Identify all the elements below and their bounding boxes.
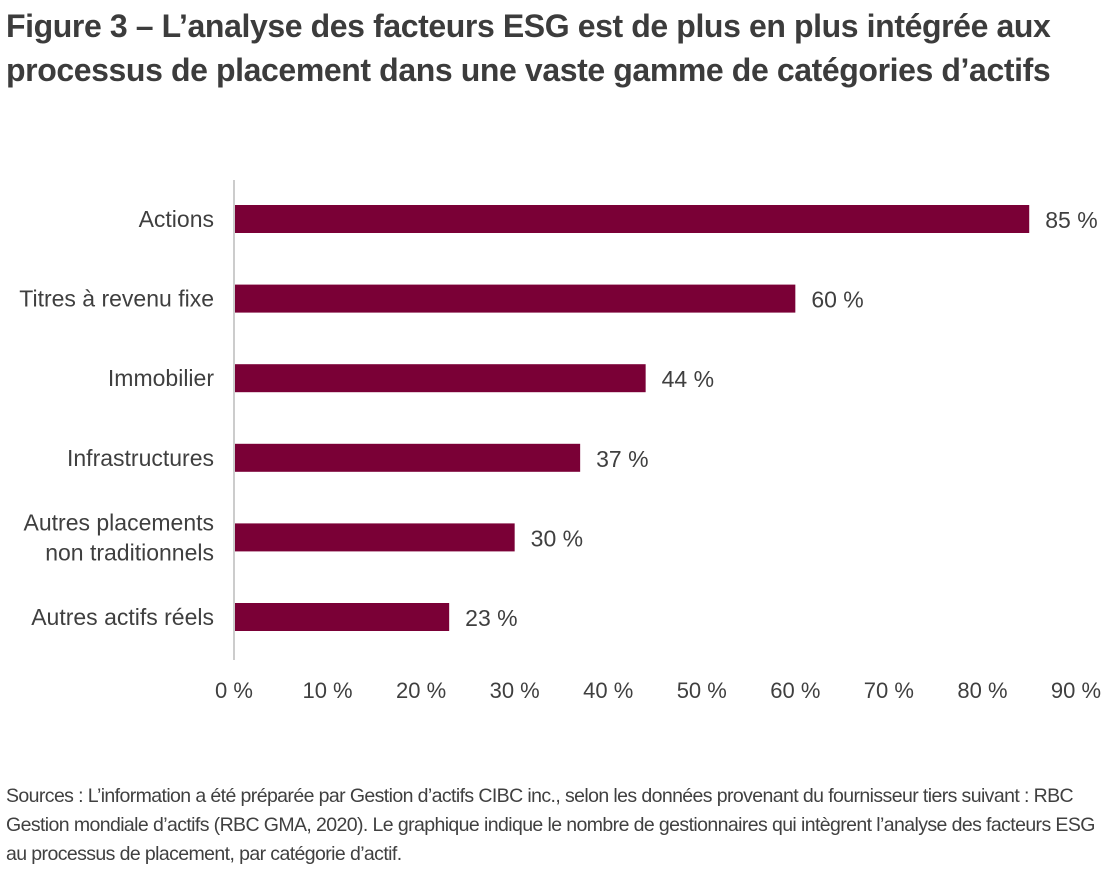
data-label: 60 %: [811, 287, 863, 313]
bar: [235, 523, 515, 552]
x-tick-label: 40 %: [583, 678, 633, 703]
chart-title: Figure 3 – L’analyse des facteurs ESG es…: [6, 8, 1051, 88]
data-label: 85 %: [1045, 207, 1097, 233]
data-label: 23 %: [465, 605, 517, 631]
category-labels: Actions Titres à revenu fixe Immobilier Inf…: [19, 206, 214, 630]
data-label: 44 %: [662, 366, 714, 392]
category-label: Autres placements: [24, 509, 214, 535]
value-labels: 85 % 60 % 44 % 37 % 30 % 23 %: [465, 207, 1097, 631]
x-tick-labels: 0 % 10 % 20 % 30 % 40 % 50 % 60 % 70 % 80 % 90 %: [215, 678, 1101, 703]
data-label: 37 %: [596, 446, 648, 472]
category-label: Infrastructures: [67, 445, 214, 471]
category-label: non traditionnels: [45, 539, 214, 565]
data-label: 30 %: [531, 525, 583, 551]
bar: [235, 443, 581, 472]
x-tick-label: 80 %: [957, 678, 1007, 703]
bar: [235, 364, 646, 393]
bar: [235, 603, 450, 631]
category-label: Titres à revenu fixe: [19, 286, 214, 312]
source-note: Sources : L’information a été préparée p…: [6, 785, 1095, 865]
bars-layer: [235, 205, 1030, 631]
category-label: Immobilier: [108, 365, 214, 391]
x-tick-label: 90 %: [1051, 678, 1101, 703]
category-label: Autres actifs réels: [31, 604, 214, 630]
x-tick-label: 60 %: [770, 678, 820, 703]
x-tick-label: 10 %: [302, 678, 352, 703]
x-tick-label: 20 %: [396, 678, 446, 703]
bar: [235, 284, 796, 313]
x-tick-label: 70 %: [864, 678, 914, 703]
bar: [235, 205, 1030, 233]
x-tick-label: 0 %: [215, 678, 253, 703]
x-tick-label: 30 %: [490, 678, 540, 703]
category-label: Actions: [139, 206, 214, 232]
x-tick-label: 50 %: [677, 678, 727, 703]
